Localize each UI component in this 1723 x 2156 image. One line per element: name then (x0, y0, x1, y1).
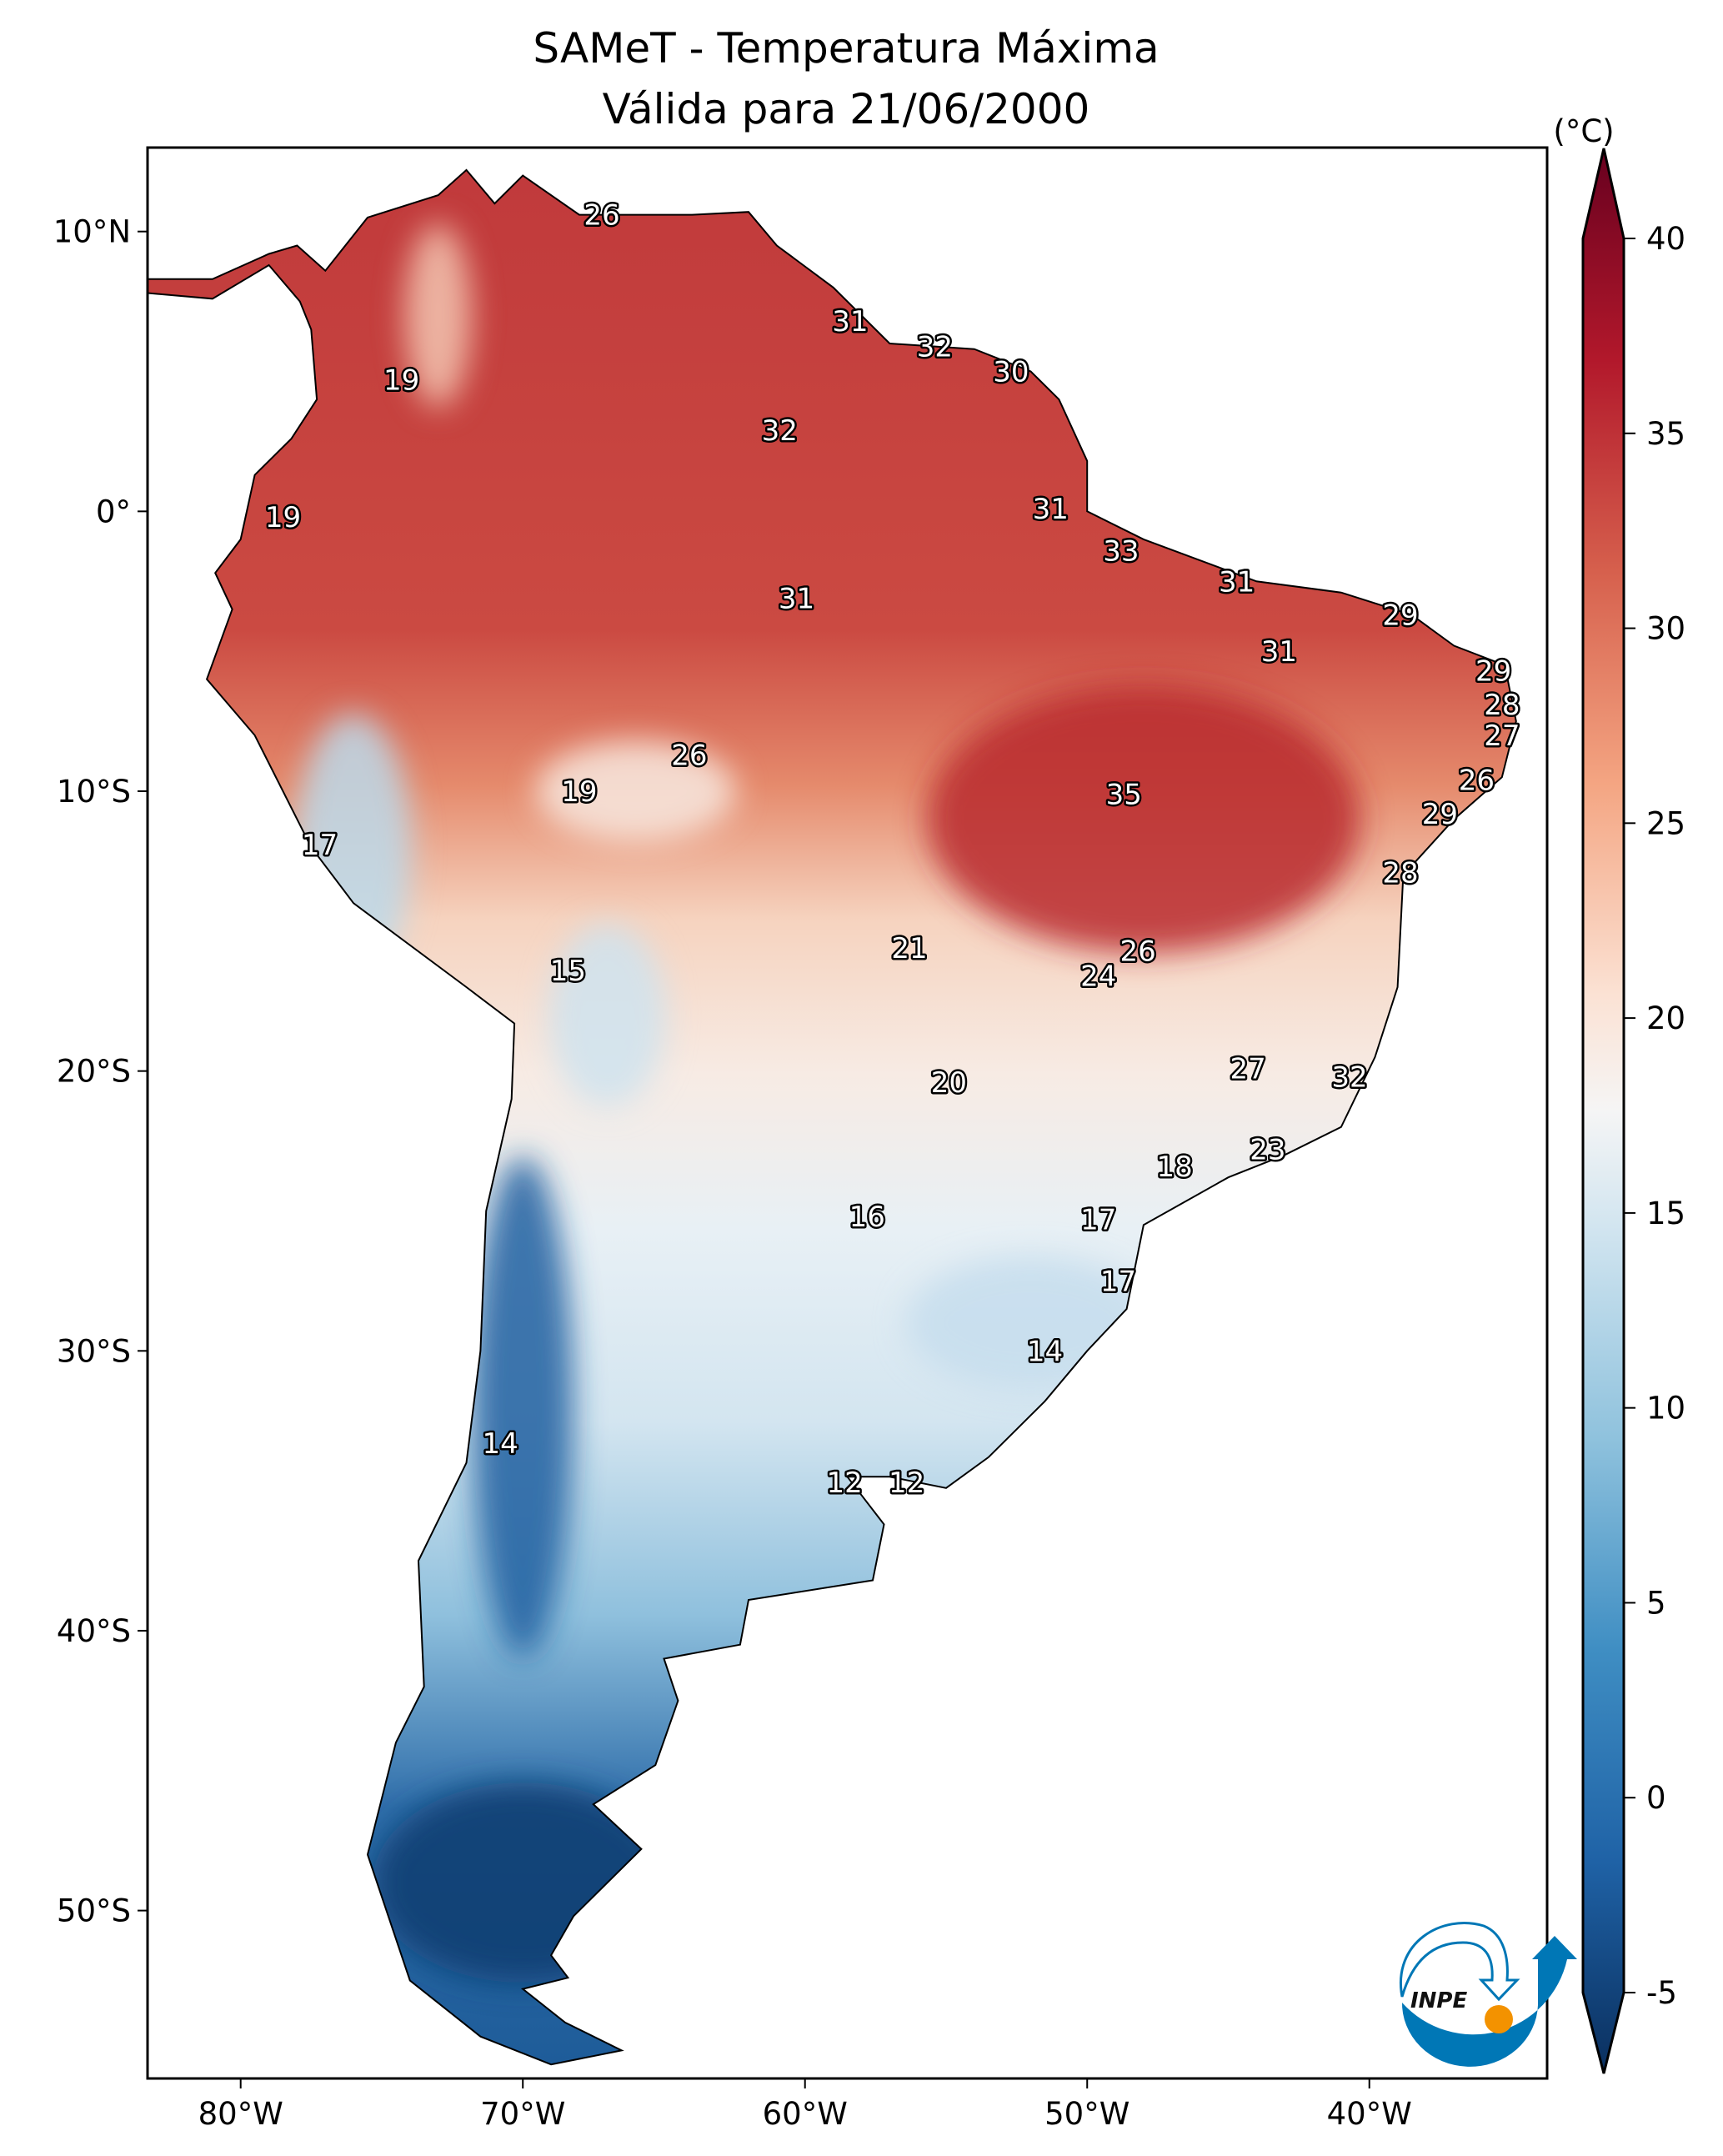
contour-label: 12 (889, 1467, 924, 1500)
contour-label: 30 (993, 356, 1029, 389)
contour-label: 28 (1484, 689, 1520, 722)
y-tick-label: 40°S (57, 1613, 131, 1649)
y-tick-label: 10°N (53, 214, 131, 250)
contour-label: 31 (1261, 635, 1297, 669)
x-tick-label: 80°W (198, 2096, 283, 2132)
contour-label: 12 (826, 1467, 862, 1500)
colorbar-tick-label: 15 (1646, 1196, 1685, 1231)
contour-label: 19 (383, 364, 419, 398)
y-tick-label: 0° (96, 494, 131, 529)
y-tick-label: 10°S (57, 774, 131, 810)
y-tick-label: 30°S (57, 1333, 131, 1369)
contour-label: 26 (671, 739, 707, 772)
colorbar-tick-label: 20 (1646, 1000, 1685, 1036)
inpe-logo: INPE (1400, 1922, 1577, 2067)
contour-label: 31 (1219, 565, 1255, 599)
temperature-region (535, 741, 736, 841)
contour-label: 14 (1027, 1335, 1063, 1368)
y-tick-label: 20°S (57, 1054, 131, 1090)
contour-label: 29 (1475, 655, 1511, 689)
contour-label: 18 (1157, 1151, 1193, 1184)
temperature-region (926, 685, 1360, 953)
contour-label: 17 (302, 829, 338, 862)
colorbar-tick-label: 25 (1646, 805, 1685, 841)
x-tick-label: 40°W (1327, 2096, 1412, 2132)
colorbar-tick-label: 30 (1646, 611, 1685, 647)
x-tick-label: 60°W (763, 2096, 848, 2132)
contour-label: 35 (1106, 778, 1142, 811)
coastline (147, 168, 1517, 2066)
contour-label: 17 (1100, 1265, 1136, 1298)
x-tick-label: 50°W (1044, 2096, 1129, 2132)
colorbar-tick-label: 40 (1646, 221, 1685, 257)
colorbar: (°C) -5 0 5 10 15 20 25 30 35 40 (1553, 113, 1685, 2074)
logo-swoosh (1401, 1936, 1577, 2067)
colorbar-tick-label: 5 (1646, 1585, 1666, 1621)
contour-label: 27 (1230, 1052, 1266, 1086)
colorbar-tick-label: 35 (1646, 416, 1685, 452)
contour-label: 31 (1033, 493, 1069, 526)
contour-label: 17 (1080, 1204, 1116, 1237)
contour-label: 31 (832, 305, 868, 338)
y-tick-label: 50°S (57, 1893, 131, 1929)
contour-label: 31 (779, 582, 814, 615)
contour-label: 29 (1382, 599, 1418, 633)
contour-label: 28 (1382, 856, 1418, 890)
temperature-region (404, 223, 472, 408)
contour-label: 26 (1120, 935, 1156, 968)
contour-label: 20 (931, 1066, 967, 1100)
contour-label: 26 (1459, 765, 1495, 798)
contour-label: 32 (1331, 1060, 1367, 1094)
contour-label: 27 (1484, 720, 1520, 753)
contour-label: 23 (1250, 1134, 1285, 1167)
colorbar-tick-label: -5 (1646, 1975, 1677, 2011)
map-frame (146, 146, 1549, 2080)
colorbar-tick-label: 0 (1646, 1780, 1666, 1816)
contour-label: 14 (483, 1427, 518, 1461)
contour-label: 19 (561, 775, 597, 809)
contour-label: 21 (891, 932, 927, 965)
x-tick-label: 70°W (480, 2096, 565, 2132)
colorbar-tick-label: 10 (1646, 1391, 1685, 1426)
contour-label: 32 (917, 330, 953, 364)
contour-label: 33 (1103, 534, 1139, 568)
contour-label: 15 (550, 955, 586, 988)
temperature-region (473, 1156, 573, 1657)
contour-label: 24 (1080, 960, 1116, 994)
x-axis-ticks: 80°W 70°W 60°W 50°W 40°W (198, 2078, 1412, 2132)
colorbar-unit-label: (°C) (1553, 113, 1614, 149)
logo-text: INPE (1410, 1988, 1467, 2013)
logo-sun (1485, 2005, 1513, 2033)
title-line-1: SAMeT - Temperatura Máxima (533, 24, 1159, 73)
colorbar-body (1581, 148, 1625, 2074)
contour-label: 29 (1422, 798, 1458, 831)
contour-label: 19 (265, 501, 301, 534)
contour-label: 26 (584, 199, 619, 233)
logo-arrow-outline (1400, 1922, 1520, 2002)
contour-label: 16 (849, 1201, 885, 1234)
temperature-region (548, 923, 666, 1107)
y-axis-ticks: 10°N 0° 10°S 20°S 30°S 40°S 50°S (53, 214, 148, 1929)
contour-label: 32 (762, 414, 798, 448)
title-line-2: Válida para 21/06/2000 (603, 85, 1090, 133)
